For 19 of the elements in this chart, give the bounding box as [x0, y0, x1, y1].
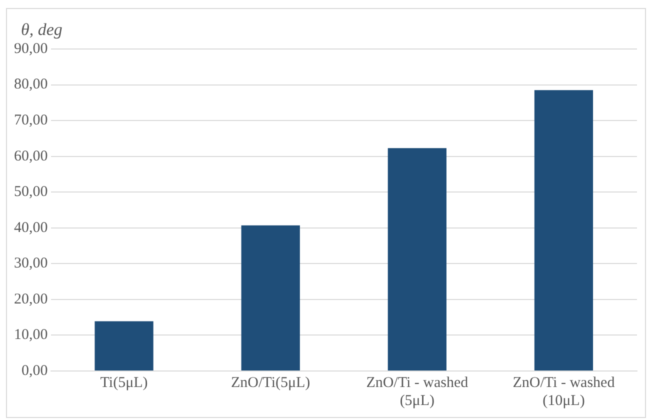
x-tick-label: Ti(5μL) [100, 374, 148, 391]
x-tick-label: ZnO/Ti(5μL) [231, 374, 310, 391]
y-tick-label: 90,00 [14, 40, 48, 57]
y-tick-label: 60,00 [14, 148, 48, 164]
x-tick-label: ZnO/Ti - washed (10μL) [512, 374, 616, 409]
y-tick-label: 50,00 [14, 184, 48, 200]
y-tick-label: 40,00 [14, 220, 48, 236]
y-tick-label: 30,00 [14, 256, 48, 272]
y-tick-label: 20,00 [14, 291, 48, 308]
y-tick-label: 10,00 [14, 327, 48, 344]
y-tick-label: 0,00 [22, 362, 48, 379]
y-tick-label: 70,00 [14, 112, 48, 128]
y-tick-label: 80,00 [14, 76, 48, 93]
x-tick-label: ZnO/Ti - washed (5μL) [366, 374, 469, 409]
bar [94, 321, 154, 370]
bar [388, 148, 446, 370]
bar [241, 225, 300, 370]
y-axis-title: θ, deg [21, 20, 62, 39]
bar [534, 90, 594, 370]
